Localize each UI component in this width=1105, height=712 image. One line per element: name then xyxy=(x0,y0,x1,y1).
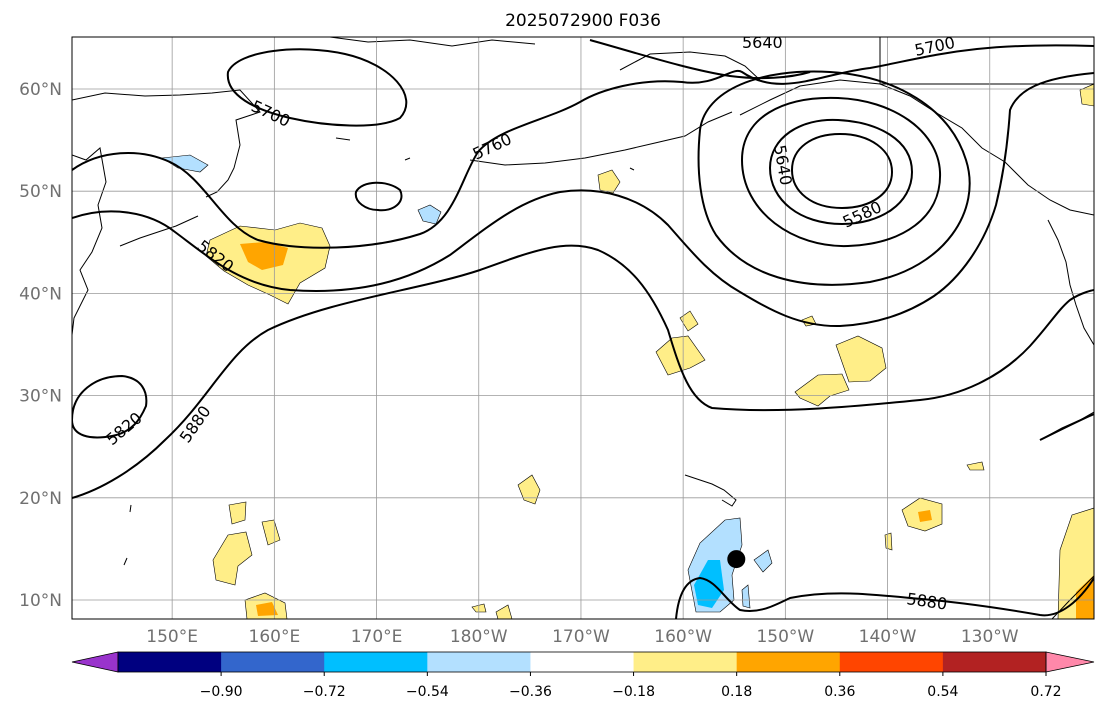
contour-5820-closed-small xyxy=(354,181,403,212)
coastline-islands xyxy=(123,137,635,566)
coastline-north-america-west xyxy=(1047,219,1094,346)
lon-label: 180°W xyxy=(450,627,508,647)
colorbar-tick-label: −0.54 xyxy=(406,684,449,700)
positive-anomaly-patch xyxy=(228,501,247,525)
colorbar-swatch xyxy=(942,652,1047,672)
coastline-canada-inland xyxy=(879,37,1094,85)
lon-label: 160°W xyxy=(654,627,712,647)
lon-label: 170°E xyxy=(351,627,403,647)
coastline-siberia xyxy=(329,37,536,47)
contour-5880-south xyxy=(675,576,1094,619)
coastline-kuril xyxy=(119,215,199,247)
negative-anomaly-patch xyxy=(417,204,442,225)
lon-label: 150°E xyxy=(146,627,198,647)
contour-label-5640-top: 5640 xyxy=(742,33,783,52)
colorbar-frame xyxy=(117,651,1047,673)
coastline-alaska-south xyxy=(739,79,1094,216)
negative-anomaly-patch xyxy=(753,549,773,573)
negative-anomaly-core xyxy=(694,560,724,608)
colorbar-swatch xyxy=(427,652,531,672)
colorbar-swatch xyxy=(633,652,738,672)
map-area: 5640 5700 5700 5760 5640 5580 5820 5820 … xyxy=(72,33,1094,619)
colorbar-tick-label: 0.72 xyxy=(1030,684,1061,700)
colorbar-tick-label: −0.36 xyxy=(509,684,552,700)
positive-anomaly-patch xyxy=(261,519,281,546)
colorbar: −0.90 −0.72 −0.54 −0.36 −0.18 0.18 0.36 0.54 0.7… xyxy=(71,651,1095,700)
colorbar-tick-label: 0.36 xyxy=(824,684,855,700)
contour-5640-low xyxy=(740,96,942,248)
black-dot-marker xyxy=(727,550,746,569)
contour-5880-main xyxy=(72,244,1094,499)
lat-label: 30°N xyxy=(19,387,62,407)
contour-5640-north xyxy=(589,39,811,80)
coastline-kamchatka xyxy=(72,89,261,198)
height-contours xyxy=(72,39,1094,619)
map-title: 2025072900 F036 xyxy=(505,11,661,31)
lon-label: 130°W xyxy=(961,627,1019,647)
contour-5700-low-outer xyxy=(697,70,971,286)
colorbar-extend-high xyxy=(1045,651,1095,673)
colorbar-tick-label: −0.72 xyxy=(303,684,346,700)
colorbar-swatch xyxy=(221,652,325,672)
contour-5700-closed xyxy=(226,48,408,127)
coastline-asia-east xyxy=(72,147,107,336)
lon-label: 140°W xyxy=(859,627,917,647)
colorbar-tick-label: 0.54 xyxy=(927,684,958,700)
colorbar-tick-label: 0.18 xyxy=(721,684,752,700)
colorbar-tick-label: −0.18 xyxy=(612,684,655,700)
positive-anomaly-core xyxy=(240,242,288,270)
negative-anomaly-patch xyxy=(741,584,751,609)
contour-5820-east-fragment xyxy=(1039,413,1094,441)
positive-anomaly-patch xyxy=(679,310,699,332)
contour-5820-south-closed xyxy=(72,374,148,439)
colorbar-extend-low xyxy=(71,651,119,673)
positive-anomaly-patch xyxy=(212,531,253,586)
positive-anomaly-patch xyxy=(597,169,621,194)
negative-anomaly-patch xyxy=(161,154,209,173)
coastline-hawaii xyxy=(684,474,737,507)
lat-label: 60°N xyxy=(19,80,62,100)
positive-anomaly-patch xyxy=(884,532,893,551)
contour-5520-low xyxy=(790,132,894,210)
contour-5820-north xyxy=(72,72,1094,328)
contour-5580-low xyxy=(768,118,914,226)
colorbar-swatch xyxy=(530,652,635,672)
longitude-labels: 150°E 160°E 170°E 180°W 170°W 160°W 150°W 140°W… xyxy=(146,627,1019,647)
colorbar-tick-label: −0.90 xyxy=(200,684,243,700)
positive-anomaly-patch xyxy=(495,604,513,619)
lat-label: 40°N xyxy=(19,284,62,304)
colorbar-swatch xyxy=(324,652,428,672)
lon-label: 150°W xyxy=(756,627,814,647)
positive-anomaly-patch xyxy=(966,461,985,471)
coastline-central-america xyxy=(1051,575,1094,619)
lat-label: 50°N xyxy=(19,182,62,202)
colorbar-swatch xyxy=(118,652,222,672)
anomaly-shading xyxy=(161,83,1094,619)
lat-label: 10°N xyxy=(19,591,62,611)
positive-anomaly-patch xyxy=(655,335,706,376)
lat-label: 20°N xyxy=(19,489,62,509)
map-frame xyxy=(71,36,1095,620)
lon-label: 160°E xyxy=(249,627,301,647)
positive-anomaly-core xyxy=(918,510,932,522)
latitude-labels: 60°N 50°N 40°N 30°N 20°N 10°N xyxy=(19,80,62,611)
positive-anomaly-patch xyxy=(794,373,850,407)
colorbar-swatch xyxy=(839,652,944,672)
map-background xyxy=(72,37,1094,619)
lon-label: 170°W xyxy=(552,627,610,647)
positive-anomaly-patch xyxy=(835,335,887,383)
positive-anomaly-core xyxy=(256,602,278,616)
colorbar-swatch xyxy=(736,652,841,672)
contour-5760 xyxy=(72,44,1094,249)
positive-anomaly-patch xyxy=(1079,83,1094,107)
